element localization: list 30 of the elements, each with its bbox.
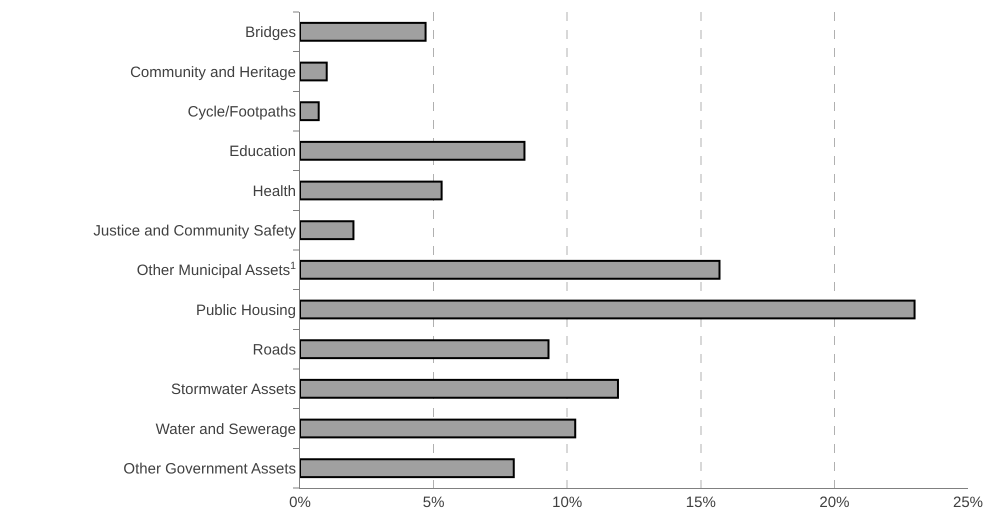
bar (300, 62, 328, 82)
bar (300, 260, 720, 280)
y-tick-label: Public Housing (196, 302, 296, 319)
y-tick-label: Water and Sewerage (156, 420, 296, 438)
bar (300, 300, 916, 320)
bar (300, 101, 320, 122)
y-tick-label: Other Municipal Assets$^{1}$ (136, 260, 296, 280)
x-tick-label: 15% (686, 494, 716, 511)
y-tick-label: Community and Heritage (130, 64, 296, 81)
y-tick-label: Bridges (245, 24, 296, 42)
y-tick-label: Roads (252, 341, 296, 358)
y-tick-label: Other Government Assets (123, 460, 296, 478)
x-tick-label: 5% (422, 494, 444, 511)
x-tick-label: 0% (289, 494, 311, 511)
bar (300, 180, 443, 200)
y-tick-label: Cycle/Footpaths (188, 103, 296, 120)
bar (300, 378, 619, 399)
y-tick-label: Justice and Community Safety (93, 222, 296, 240)
y-tick-label: Stormwater Assets (170, 381, 296, 398)
bar (300, 418, 576, 438)
bar (300, 22, 427, 42)
x-tick-label: 10% (552, 494, 582, 511)
y-tick-label: Health (252, 182, 296, 200)
bar (300, 220, 354, 240)
x-tick-label: 20% (819, 494, 850, 511)
bar (300, 458, 515, 478)
y-tick-label: Education (229, 143, 296, 160)
bar (300, 339, 550, 360)
bar (300, 140, 526, 161)
x-tick-label: 25% (952, 494, 984, 511)
